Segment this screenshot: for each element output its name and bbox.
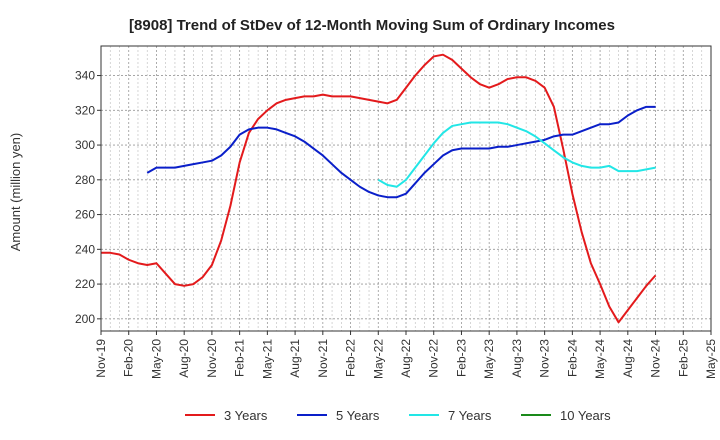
legend-label: 10 Years bbox=[560, 408, 611, 423]
y-tick-labels: 200 220 240 260 280 300 320 340 bbox=[75, 69, 95, 326]
y-tick-label: 200 bbox=[75, 312, 95, 326]
x-tick-label: Aug-24 bbox=[621, 339, 635, 378]
series-line-5-years bbox=[146, 105, 656, 199]
chart-title: [8908] Trend of StDev of 12-Month Moving… bbox=[129, 17, 615, 34]
x-tick-label: Nov-19 bbox=[94, 339, 108, 378]
series-line-3-years bbox=[101, 53, 657, 324]
x-tick-label: Aug-22 bbox=[399, 339, 413, 378]
plot-frame bbox=[100, 45, 712, 332]
x-tick-label: Feb-25 bbox=[676, 339, 690, 377]
x-tick-label: Aug-23 bbox=[510, 339, 524, 378]
y-tick-label: 220 bbox=[75, 277, 95, 291]
y-tick-label: 260 bbox=[75, 208, 95, 222]
x-tick-label: Aug-21 bbox=[288, 339, 302, 378]
x-tick-label: Nov-21 bbox=[316, 339, 330, 378]
x-tick-label: May-22 bbox=[371, 339, 385, 379]
x-tick-label: Nov-23 bbox=[538, 339, 552, 378]
x-tick-label: Aug-20 bbox=[177, 339, 191, 378]
legend-label: 7 Years bbox=[448, 408, 492, 423]
x-tick-label: Feb-23 bbox=[454, 339, 468, 377]
y-tick-label: 340 bbox=[75, 69, 95, 83]
x-tick-label: Nov-22 bbox=[427, 339, 441, 378]
x-tick-label: Nov-20 bbox=[205, 339, 219, 378]
y-tick-label: 240 bbox=[75, 242, 95, 256]
x-tick-label: May-20 bbox=[149, 339, 163, 379]
x-tick-label: Feb-20 bbox=[122, 339, 136, 377]
series-lines bbox=[101, 53, 657, 324]
y-tick-label: 300 bbox=[75, 138, 95, 152]
y-tick-label: 280 bbox=[75, 173, 95, 187]
y-axis-label: Amount (million yen) bbox=[8, 133, 23, 252]
x-tick-label: Feb-24 bbox=[565, 339, 579, 377]
x-tick-label: Nov-24 bbox=[649, 339, 663, 378]
y-tick-label: 320 bbox=[75, 103, 95, 117]
x-tick-label: Feb-22 bbox=[344, 339, 358, 377]
x-tick-label: Feb-21 bbox=[233, 339, 247, 377]
x-tick-labels: Nov-19 Feb-20 May-20 Aug-20 Nov-20 Feb-21 May-… bbox=[94, 339, 718, 379]
legend-label: 3 Years bbox=[224, 408, 268, 423]
x-tick-label: May-23 bbox=[482, 339, 496, 379]
x-tick-label: May-25 bbox=[704, 339, 718, 379]
legend-label: 5 Years bbox=[336, 408, 380, 423]
legend: 3 Years 5 Years 7 Years 10 Years bbox=[185, 408, 611, 423]
x-tick-label: May-24 bbox=[593, 339, 607, 379]
series-line-7-years bbox=[377, 121, 656, 188]
x-tick-label: May-21 bbox=[260, 339, 274, 379]
